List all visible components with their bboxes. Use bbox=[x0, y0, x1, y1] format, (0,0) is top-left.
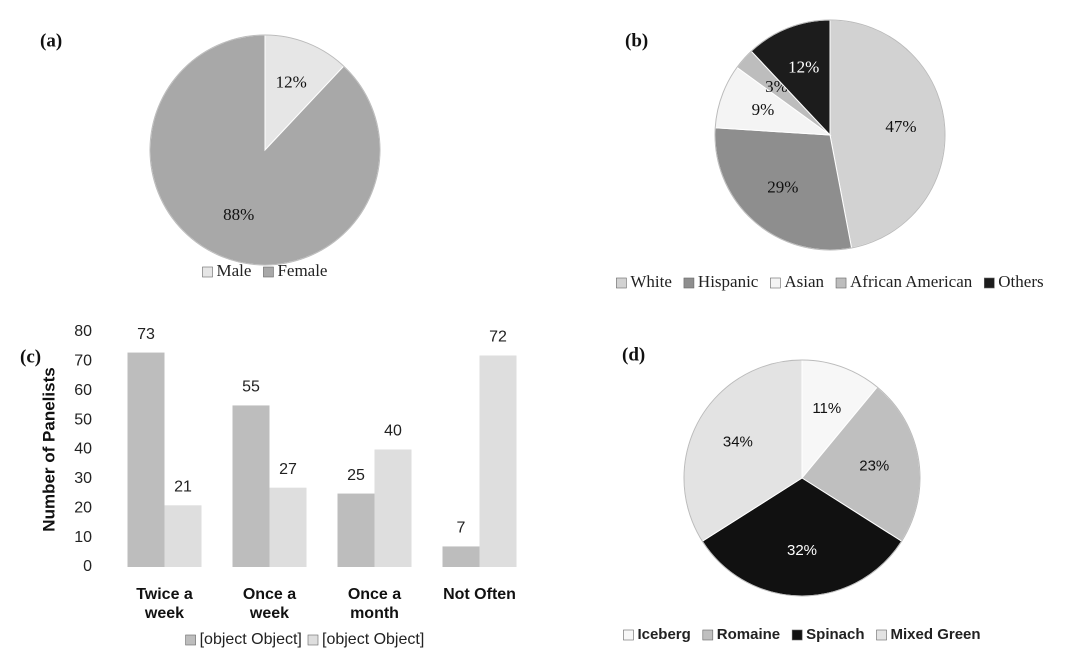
bar bbox=[127, 352, 165, 567]
y-tick-label: 70 bbox=[74, 353, 92, 370]
legend-swatch bbox=[616, 277, 627, 289]
legend-swatch bbox=[683, 277, 695, 289]
bar-value-label: 21 bbox=[174, 479, 192, 496]
legend-label: Hispanic bbox=[698, 272, 759, 291]
slice-label: 12% bbox=[788, 58, 819, 77]
legend-label: [object Object] bbox=[200, 631, 302, 648]
legend-label: Iceberg bbox=[637, 626, 690, 643]
pie-slice bbox=[149, 34, 381, 266]
legend-swatch bbox=[307, 634, 319, 646]
pie-outline bbox=[683, 359, 921, 597]
y-tick-label: 0 bbox=[83, 558, 92, 575]
legend-swatch bbox=[702, 629, 714, 641]
x-tick-label: Once a week bbox=[242, 586, 297, 622]
bar bbox=[374, 449, 412, 567]
pie-outline bbox=[149, 34, 381, 266]
y-tick-label: 40 bbox=[74, 441, 92, 458]
y-tick-label: 10 bbox=[74, 529, 92, 546]
y-tick-label: 80 bbox=[74, 323, 92, 340]
slice-label: 47% bbox=[885, 117, 916, 136]
bar bbox=[164, 505, 202, 567]
bar-value-label: 27 bbox=[279, 461, 297, 478]
y-axis-label: Number of Panelists bbox=[39, 367, 58, 531]
slice-label: 88% bbox=[223, 205, 254, 224]
x-tick-label: Once a month bbox=[347, 586, 402, 622]
legend-swatch bbox=[770, 277, 781, 289]
bar-value-label: 55 bbox=[242, 379, 260, 396]
bar-value-label: 7 bbox=[457, 520, 466, 537]
legend-label: Asian bbox=[784, 272, 824, 291]
bar bbox=[442, 546, 480, 567]
legend-label: Romaine bbox=[717, 626, 780, 643]
legend-swatch bbox=[263, 266, 274, 278]
legend-label: African American bbox=[850, 272, 973, 291]
legend-label: [object Object] bbox=[322, 631, 424, 648]
x-tick-label: Not Often bbox=[443, 586, 516, 603]
legend-label: Mixed Green bbox=[891, 626, 981, 643]
bar-value-label: 73 bbox=[137, 326, 155, 343]
legend-swatch bbox=[791, 629, 803, 641]
bar bbox=[269, 487, 307, 567]
bar bbox=[479, 355, 517, 567]
slice-label: 9% bbox=[752, 100, 775, 119]
legend-label: Others bbox=[998, 272, 1043, 291]
bar-value-label: 25 bbox=[347, 467, 365, 484]
legend-swatch bbox=[185, 634, 196, 646]
bar bbox=[232, 405, 270, 567]
panel-label: (a) bbox=[40, 30, 62, 51]
legend-label: White bbox=[630, 272, 672, 291]
panel-label: (d) bbox=[622, 344, 645, 365]
panel-label: (c) bbox=[20, 346, 41, 367]
slice-label: 23% bbox=[859, 458, 889, 475]
bar-value-label: 40 bbox=[384, 423, 402, 440]
legend-label: Female bbox=[277, 261, 327, 280]
y-tick-label: 20 bbox=[74, 499, 92, 516]
panel-label: (b) bbox=[625, 30, 648, 51]
slice-label: 11% bbox=[812, 400, 841, 417]
slice-label: 29% bbox=[767, 177, 798, 196]
slice-label: 34% bbox=[723, 434, 753, 451]
bar-value-label: 72 bbox=[489, 329, 507, 346]
pie-outline bbox=[714, 19, 946, 251]
x-tick-label: Twice a week bbox=[136, 586, 193, 622]
legend-swatch bbox=[202, 266, 213, 278]
legend-label: Male bbox=[217, 261, 252, 280]
y-tick-label: 30 bbox=[74, 470, 92, 487]
y-tick-label: 60 bbox=[74, 382, 92, 399]
legend-swatch bbox=[876, 629, 887, 641]
legend-swatch bbox=[623, 629, 634, 641]
legend-label: Spinach bbox=[806, 626, 864, 643]
slice-label: 12% bbox=[276, 73, 307, 92]
legend-swatch bbox=[983, 277, 995, 289]
y-tick-label: 50 bbox=[74, 411, 92, 428]
slice-label: 32% bbox=[787, 542, 817, 559]
bar bbox=[337, 493, 375, 567]
legend-swatch bbox=[835, 277, 847, 289]
